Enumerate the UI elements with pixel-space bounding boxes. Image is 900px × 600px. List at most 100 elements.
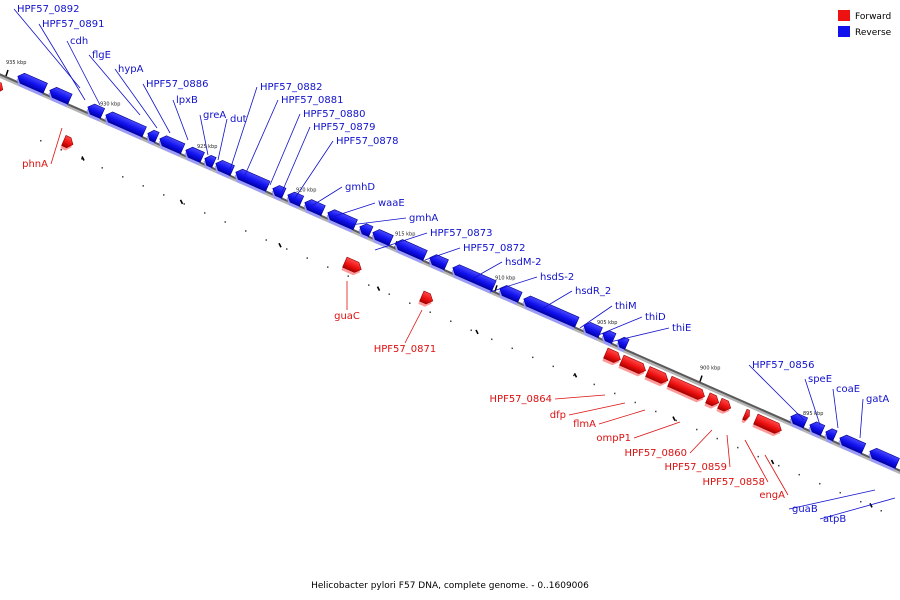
gene-guac[interactable] xyxy=(341,256,364,277)
gene-arrow[interactable] xyxy=(203,154,217,169)
gene-arrow[interactable] xyxy=(371,227,394,247)
gene-hpf57-0886[interactable] xyxy=(156,134,186,157)
gene-hpf57-0860[interactable] xyxy=(704,392,721,411)
gene-hpf57-0879[interactable] xyxy=(301,198,326,219)
gene-arrow[interactable] xyxy=(271,183,287,199)
gene-hpf57-0873[interactable] xyxy=(392,238,428,264)
gene-arrow[interactable] xyxy=(705,392,721,408)
gene-grea[interactable] xyxy=(201,154,217,171)
gene-arrow[interactable] xyxy=(717,397,733,413)
gene-hpf57-0871[interactable] xyxy=(418,290,435,309)
gene-arrow[interactable] xyxy=(603,347,623,365)
gene-arrow[interactable] xyxy=(86,102,106,119)
gene-hpf57-0856[interactable] xyxy=(787,411,809,431)
gene-enga[interactable] xyxy=(752,413,784,438)
gene-label: flgE xyxy=(92,50,111,61)
gene-arrow[interactable] xyxy=(667,375,707,401)
label-leader xyxy=(539,290,573,311)
kbp-tick-label: 920 kbp xyxy=(296,188,316,194)
scale-dot xyxy=(327,266,329,268)
gene-cdh[interactable] xyxy=(84,102,106,122)
kbp-tick-label: 910 kbp xyxy=(495,275,515,281)
gene-guab[interactable] xyxy=(866,446,900,472)
scale-dot xyxy=(286,248,288,250)
gene-dfp[interactable] xyxy=(618,354,648,378)
gene-arrow[interactable] xyxy=(742,408,752,421)
gene-arrow[interactable] xyxy=(868,446,900,469)
gene-arrow[interactable] xyxy=(753,413,784,435)
gene-thim[interactable] xyxy=(580,320,603,341)
scale-dot xyxy=(491,338,493,341)
gene-arrow[interactable] xyxy=(104,110,147,138)
gene-arrow[interactable] xyxy=(158,134,186,155)
label-leader xyxy=(744,439,769,483)
gene-arrow[interactable] xyxy=(358,222,374,238)
gene-hpf57-0881[interactable] xyxy=(269,183,287,202)
label-leader xyxy=(568,402,626,416)
label-leader xyxy=(229,86,258,171)
gene-arrow[interactable] xyxy=(16,71,48,94)
gene-arrow[interactable] xyxy=(48,85,73,105)
gene-flge[interactable] xyxy=(102,110,147,140)
gene-hpf57-0882[interactable] xyxy=(232,167,271,195)
gene-arrow[interactable] xyxy=(184,145,205,163)
label-leader xyxy=(469,261,503,281)
gene-hpf57-0878[interactable] xyxy=(324,208,358,233)
backbone-shadow xyxy=(0,74,900,475)
gene-thid[interactable] xyxy=(599,329,617,347)
gene-arrow[interactable] xyxy=(303,198,326,217)
gene-coae[interactable] xyxy=(822,427,838,444)
gene-arrow[interactable] xyxy=(824,427,838,442)
gene-hpf57-0858[interactable] xyxy=(741,408,752,424)
gene-hpf57-0864[interactable] xyxy=(602,347,623,367)
gene-arrow[interactable] xyxy=(789,411,809,429)
label-leader xyxy=(424,247,461,261)
gene-hsds-2[interactable] xyxy=(496,283,523,306)
gene-lpxb[interactable] xyxy=(182,145,205,166)
gene-arrow[interactable] xyxy=(808,420,826,436)
gene-features[interactable] xyxy=(0,71,900,477)
gene-arrow[interactable] xyxy=(146,128,160,143)
gene-spee[interactable] xyxy=(806,420,826,439)
gene-flma[interactable] xyxy=(644,366,671,389)
label-leader xyxy=(269,113,301,186)
gene-arrow[interactable] xyxy=(61,135,76,149)
gene-arrow[interactable] xyxy=(286,190,305,207)
gene-label: HPF57_0858 xyxy=(703,477,765,488)
gene-hpf57-0872[interactable] xyxy=(426,253,449,273)
label-leader xyxy=(309,186,343,208)
gene-arrow[interactable] xyxy=(645,366,671,386)
gene-arrow[interactable] xyxy=(838,433,867,455)
gene-hpf57-0892[interactable] xyxy=(14,71,48,97)
gene-arrow[interactable] xyxy=(394,238,428,261)
label-leader xyxy=(788,489,876,510)
gene-label: HPF57_0873 xyxy=(430,228,492,239)
gene-arrow[interactable] xyxy=(428,253,449,271)
scale-dot xyxy=(860,500,862,503)
gene-arrow[interactable] xyxy=(522,294,580,328)
gene-hsdr-2[interactable] xyxy=(520,294,580,331)
gene-hpf57-0880[interactable] xyxy=(284,190,305,209)
gene-arrow[interactable] xyxy=(214,158,235,177)
gene-arrow[interactable] xyxy=(234,167,271,192)
label-leader xyxy=(142,83,171,134)
gene-waae[interactable] xyxy=(369,227,394,249)
kbp-tick-label: 905 kbp xyxy=(597,320,617,326)
gene-ompp1[interactable] xyxy=(666,375,707,404)
gene-arrow[interactable] xyxy=(601,329,617,345)
gene-phna[interactable] xyxy=(60,135,75,152)
gene-gmhd[interactable] xyxy=(356,222,374,240)
gene-label: waaE xyxy=(378,198,405,209)
gene-arrow[interactable] xyxy=(619,354,648,376)
gene-arrow[interactable] xyxy=(342,256,364,274)
gene-arrow[interactable] xyxy=(498,283,523,303)
gene-hpf57-0859[interactable] xyxy=(716,397,733,416)
label-leader xyxy=(13,8,81,89)
scale-dot xyxy=(265,239,267,241)
gene-hypa[interactable] xyxy=(144,128,160,146)
gene-hpf57-0891[interactable] xyxy=(46,85,73,107)
gene-dut[interactable] xyxy=(212,158,235,179)
gene-gata[interactable] xyxy=(836,433,867,457)
gene-label: engA xyxy=(759,490,785,501)
gene-arrow[interactable] xyxy=(419,290,435,306)
